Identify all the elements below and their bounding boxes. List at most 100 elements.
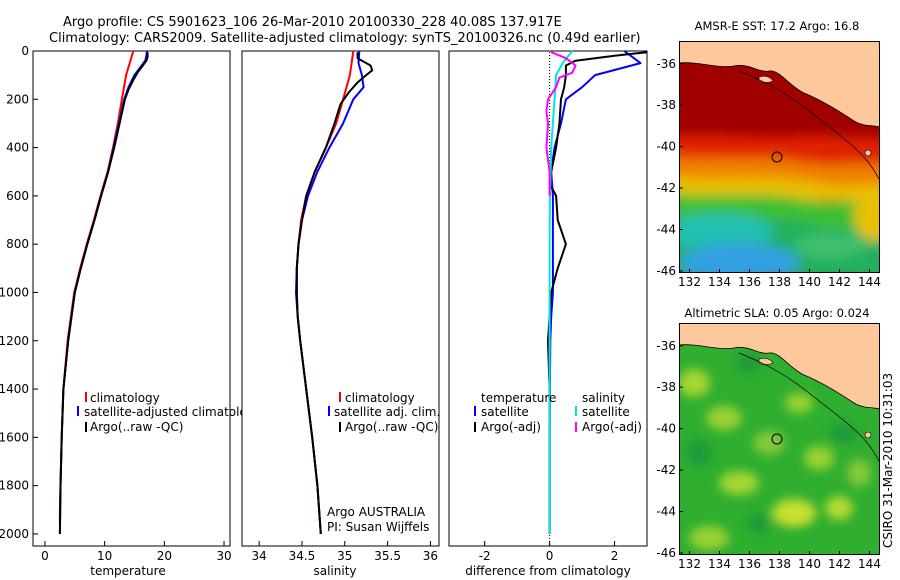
sst-cold-eddy-2 xyxy=(679,243,799,273)
longitude-tick-label: 138 xyxy=(768,557,791,571)
sla-high-10 xyxy=(847,459,871,487)
depth-tick-label: 2000 xyxy=(0,527,29,541)
sla-high-3 xyxy=(785,393,813,413)
legend-temperature-header: temperature xyxy=(481,391,556,405)
longitude-tick-label: 132 xyxy=(678,275,701,289)
legend-satellite-label: satellite-adjusted climatology xyxy=(84,405,262,419)
x-tick-label: 34 xyxy=(251,549,266,563)
longitude-tick-label: 136 xyxy=(738,557,761,571)
pi-label: PI: Susan Wijffels xyxy=(327,520,429,534)
latitude-tick-label: -38 xyxy=(656,98,676,112)
legend-argo-label: Argo(..raw -QC) xyxy=(345,420,438,434)
legend-temp-argo-label: Argo(-adj) xyxy=(481,420,541,434)
longitude-tick-label: 136 xyxy=(738,275,761,289)
latitude-tick-label: -44 xyxy=(656,223,676,237)
depth-tick-label: 1400 xyxy=(0,382,29,396)
depth-tick-label: 600 xyxy=(6,189,29,203)
series-line-argo-raw-qc- xyxy=(295,52,374,534)
depth-tick-label: 1600 xyxy=(0,430,29,444)
difference-series-group xyxy=(545,50,648,534)
sla-high-7 xyxy=(772,499,816,527)
legend-argo-label: Argo(..raw -QC) xyxy=(90,420,183,434)
legend-salinity-header: salinity xyxy=(582,391,625,405)
salinity-panel: 34 34.5 35 35.5 36 salinity climatology sate… xyxy=(241,50,440,578)
latitude-tick-label: -42 xyxy=(656,463,676,477)
sla-map-title: Altimetric SLA: 0.05 Argo: 0.024 xyxy=(684,306,869,320)
longitude-tick-label: 138 xyxy=(768,275,791,289)
sla-high-5 xyxy=(804,446,834,470)
x-tick-label: -2 xyxy=(479,549,491,563)
sst-island xyxy=(758,75,774,83)
x-tick-label: 2 xyxy=(611,549,619,563)
argo-program-label: Argo AUSTRALIA xyxy=(327,505,426,519)
difference-x-tick-group: -2 0 2 xyxy=(479,541,619,563)
series-line-argo-raw-qc- xyxy=(58,52,149,534)
temperature-series-group xyxy=(58,50,149,534)
longitude-tick-label: 144 xyxy=(858,275,881,289)
longitude-tick-label: 134 xyxy=(708,275,731,289)
sla-low-4 xyxy=(747,513,771,533)
latitude-tick-label: -36 xyxy=(656,57,676,71)
sla-low-3 xyxy=(830,423,858,443)
header-line2: Climatology: CARS2009. Satellite-adjuste… xyxy=(49,31,641,46)
salinity-legend: climatology satellite adj. clim. Argo(..… xyxy=(328,391,440,434)
sla-low-2 xyxy=(687,439,711,467)
sla-high-2 xyxy=(706,406,742,430)
longitude-tick-label: 144 xyxy=(858,557,881,571)
sla-field xyxy=(679,323,880,555)
sst-map-ticks: 132 134 136 138 140 142 144 -36 -38 -40 -42 -44 -46 xyxy=(656,57,881,289)
depth-tick-label: 1200 xyxy=(0,334,29,348)
x-tick-label: 10 xyxy=(97,549,112,563)
legend-satellite-label: satellite adj. clim. xyxy=(334,405,440,419)
latitude-tick-label: -40 xyxy=(656,140,676,154)
sst-cold-eddy-1 xyxy=(679,213,774,249)
sst-map-title: AMSR-E SST: 17.2 Argo: 16.8 xyxy=(695,19,860,33)
depth-tick-label: 1000 xyxy=(0,285,29,299)
legend-sal-argo-label: Argo(-adj) xyxy=(582,420,642,434)
sla-shelf-contour xyxy=(738,352,880,464)
sst-argo-location-marker xyxy=(771,151,783,163)
legend-sal-satellite-label: satellite xyxy=(582,405,630,419)
sla-high-6 xyxy=(719,471,759,495)
latitude-tick-label: -36 xyxy=(656,339,676,353)
header-line1: Argo profile: CS 5901623_106 26-Mar-2010… xyxy=(63,15,562,30)
depth-tick-label: 400 xyxy=(6,141,29,155)
longitude-tick-label: 142 xyxy=(828,557,851,571)
salinity-axes-box xyxy=(241,50,440,547)
latitude-tick-label: -42 xyxy=(656,181,676,195)
salinity-xlabel: salinity xyxy=(313,564,356,578)
sla-high-4 xyxy=(753,431,785,455)
sla-map-ticks: 132 134 136 138 140 142 144 -36 -38 -40 -42 -44 -46 xyxy=(656,339,881,571)
sla-high-8 xyxy=(825,496,853,520)
sst-warm-patch xyxy=(854,191,880,241)
sst-land-mass xyxy=(679,41,880,128)
temperature-legend: climatology satellite-adjusted climatolo… xyxy=(77,391,262,434)
latitude-tick-label: -44 xyxy=(656,505,676,519)
difference-xlabel: difference from climatology xyxy=(465,564,631,578)
sst-field xyxy=(679,41,880,273)
salinity-x-tick-group: 34 34.5 35 35.5 36 xyxy=(251,541,438,563)
x-tick-label: 0 xyxy=(41,549,49,563)
latitude-tick-label: -38 xyxy=(656,380,676,394)
longitude-tick-label: 134 xyxy=(708,557,731,571)
longitude-tick-label: 140 xyxy=(798,275,821,289)
temperature-axes-box xyxy=(32,50,231,547)
longitude-tick-label: 142 xyxy=(828,275,851,289)
x-tick-label: 30 xyxy=(216,549,231,563)
latitude-tick-label: -40 xyxy=(656,422,676,436)
longitude-tick-label: 132 xyxy=(678,557,701,571)
latitude-tick-label: -46 xyxy=(656,264,676,278)
difference-legend: temperature satellite Argo(-adj) salinit… xyxy=(474,391,642,434)
timestamp-stamp: CSIRO 31-Mar-2010 10:31:03 xyxy=(881,373,895,548)
difference-panel: -2 0 2 difference from climatology tempera… xyxy=(448,50,648,578)
x-tick-label: 35 xyxy=(337,549,352,563)
longitude-tick-label: 140 xyxy=(798,557,821,571)
x-tick-label: 34.5 xyxy=(289,549,316,563)
temperature-x-tick-group: 0 10 20 30 xyxy=(41,541,232,563)
sla-island-2 xyxy=(864,431,872,439)
x-tick-label: 35.5 xyxy=(374,549,401,563)
x-tick-label: 20 xyxy=(157,549,172,563)
depth-tick-label: 800 xyxy=(6,237,29,251)
temperature-panel: 0 200 400 600 800 1000 1200 1400 1600 1800 2000 0 1… xyxy=(0,44,262,578)
